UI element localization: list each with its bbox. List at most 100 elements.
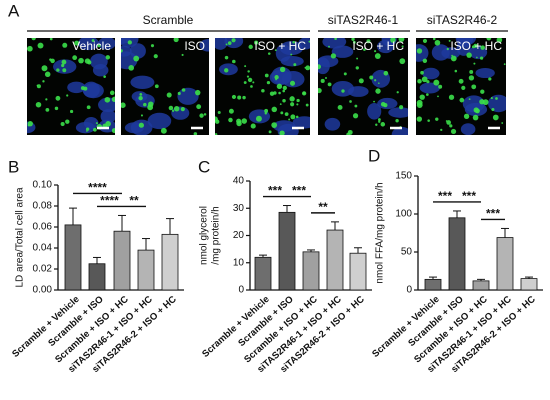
significance-label: *** [292,184,306,198]
panel-label: A [8,1,20,20]
lipid-droplet [491,108,495,112]
lipid-droplet [438,84,443,89]
lipid-droplet [36,84,41,89]
bar [161,233,179,291]
y-tick-label: 0.10 [33,180,53,191]
bar [137,249,155,291]
y-tick-label: 0.02 [33,264,53,275]
lipid-droplet [420,70,424,75]
y-tick-label: 20 [233,230,245,241]
lipid-droplet [60,122,65,127]
lipid-droplet [45,108,50,112]
lipid-droplet [61,63,65,68]
lipid-droplet [343,72,347,76]
lipid-droplet [273,91,277,95]
lipid-droplet [37,42,44,49]
lipid-droplet [109,90,115,96]
lipid-droplet [279,66,286,73]
nucleus [475,67,495,79]
bar [278,211,296,291]
lipid-droplet [374,79,377,82]
lipid-droplet [166,92,172,98]
lipid-droplet [83,86,88,91]
lipid-droplet [111,96,115,103]
nucleus [419,82,440,94]
bar [64,224,82,291]
lipid-droplet [150,44,155,48]
nucleus [219,63,238,76]
lipid-droplet [328,45,330,48]
bar [88,263,106,291]
lipid-droplet [475,108,480,114]
bar [113,230,131,291]
lipid-droplet [225,43,228,46]
lipid-droplet [27,120,33,127]
lipid-droplet [476,56,478,59]
lipid-droplet [215,133,218,135]
panel-label: D [368,146,380,165]
lipid-droplet [449,124,453,128]
lipid-droplet [274,49,277,52]
lipid-droplet [246,75,250,78]
nucleus [487,94,506,113]
lipid-droplet [318,64,321,70]
lipid-droplet [356,57,359,60]
lipid-droplet [318,87,322,94]
lipid-droplet [454,69,458,73]
nucleus [422,67,440,80]
lipid-droplet [50,58,55,64]
y-axis-label: /mg protein/h [211,206,222,264]
lipid-droplet [426,93,429,96]
y-tick-label: 100 [395,209,412,220]
lipid-droplet [296,103,299,106]
lipid-droplet [267,52,271,55]
lipid-droplet [374,53,381,59]
y-tick-label: 0.08 [33,201,53,212]
nucleus [75,121,96,134]
lipid-droplet [369,75,374,80]
lipid-droplet [250,123,256,129]
lipid-droplet [243,81,247,85]
panel-label: C [198,157,210,176]
lipid-droplet [358,78,364,84]
lipid-droplet [305,65,310,71]
significance-label: *** [462,189,476,203]
lipid-droplet [427,119,430,122]
image-label: ISO + HC [352,39,404,53]
lipid-droplet [203,113,207,116]
lipid-droplet [231,38,236,43]
lipid-droplet [374,50,377,53]
nucleus [391,126,408,135]
lipid-droplet [69,109,74,114]
lipid-droplet [171,109,175,112]
lipid-droplet [62,42,68,48]
lipid-droplet [74,40,80,46]
bar [520,278,538,291]
lipid-droplet [282,98,286,103]
lipid-droplet [180,107,185,112]
lipid-droplet [228,108,234,114]
lipid-droplet [242,95,246,100]
lipid-droplet [296,98,300,103]
lipid-droplet [86,130,88,132]
nucleus [100,109,115,124]
y-tick-label: 40 [233,176,245,187]
lipid-droplet [437,95,439,98]
lipid-droplet [279,103,282,106]
lipid-droplet [268,130,272,134]
lipid-droplet [461,85,466,90]
nucleus [292,116,310,129]
nucleus [367,103,382,120]
nucleus [121,51,138,70]
significance-label: *** [268,184,282,198]
nucleus [348,86,369,97]
lipid-droplet [168,105,174,111]
lipid-droplet [503,63,506,66]
lipid-droplet [103,75,106,78]
group-header: Scramble [143,13,194,27]
lipid-droplet [264,73,269,78]
lipid-droplet [261,88,265,93]
panel-label: B [8,157,19,176]
bar [302,251,320,291]
